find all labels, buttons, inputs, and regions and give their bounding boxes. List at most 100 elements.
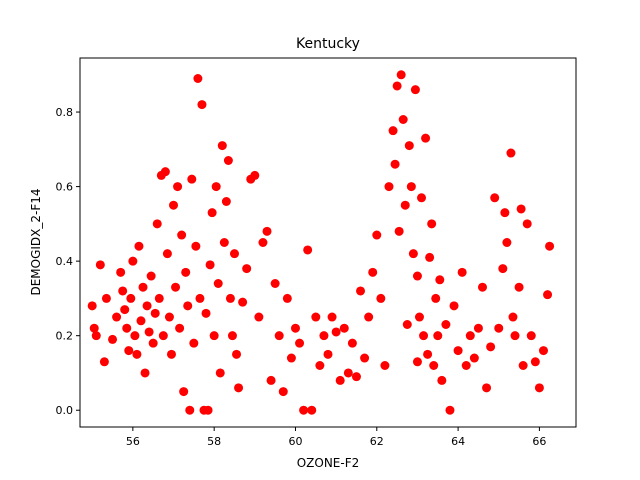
- data-point: [213, 279, 223, 288]
- data-point: [356, 286, 366, 296]
- data-point: [538, 346, 548, 356]
- data-point: [364, 312, 374, 322]
- data-point: [343, 368, 353, 378]
- data-point: [225, 293, 235, 303]
- data-point: [414, 312, 424, 322]
- data-point: [108, 334, 118, 344]
- data-point: [307, 405, 317, 415]
- data-point: [274, 331, 284, 341]
- data-point: [453, 346, 463, 356]
- data-point: [238, 297, 248, 307]
- data-point: [368, 267, 378, 277]
- data-point: [543, 290, 553, 300]
- data-point: [211, 182, 221, 192]
- data-point: [254, 312, 264, 322]
- data-point: [112, 312, 122, 322]
- data-point: [335, 375, 345, 385]
- data-point: [441, 320, 451, 329]
- data-point: [323, 349, 333, 359]
- data-point: [311, 312, 321, 322]
- data-point: [175, 323, 185, 333]
- data-point: [197, 100, 207, 110]
- data-point: [319, 331, 329, 341]
- data-point: [152, 219, 162, 229]
- data-point: [384, 182, 394, 192]
- data-point: [402, 320, 412, 329]
- data-point: [207, 208, 217, 218]
- data-point: [327, 312, 337, 322]
- data-point: [376, 293, 386, 303]
- data-point: [120, 305, 130, 315]
- x-tick-label: 58: [207, 435, 221, 448]
- data-point: [494, 323, 504, 333]
- data-point: [150, 308, 160, 318]
- x-axis-ticks: 56 58 60 62 64 66: [126, 427, 546, 448]
- x-axis-label: OZONE-F2: [297, 456, 360, 470]
- data-points: [87, 70, 555, 415]
- data-point: [89, 323, 99, 333]
- data-point: [303, 245, 313, 255]
- data-point: [490, 193, 500, 203]
- data-point: [140, 368, 150, 378]
- data-point: [148, 338, 158, 348]
- x-tick-label: 64: [451, 435, 465, 448]
- data-point: [423, 349, 433, 359]
- data-point: [500, 208, 510, 218]
- data-point: [171, 282, 181, 292]
- data-point: [166, 349, 176, 359]
- data-point: [449, 301, 459, 311]
- y-tick-label: 0.2: [56, 330, 74, 343]
- data-point: [406, 182, 416, 192]
- data-point: [183, 301, 193, 311]
- data-point: [130, 331, 140, 341]
- data-point: [469, 353, 479, 363]
- data-point: [227, 331, 237, 341]
- data-point: [396, 70, 406, 80]
- data-point: [482, 383, 492, 393]
- data-point: [534, 383, 544, 393]
- y-tick-label: 0.8: [56, 106, 74, 119]
- data-point: [116, 267, 126, 277]
- data-point: [201, 308, 211, 318]
- data-point: [205, 260, 215, 270]
- data-point: [185, 405, 195, 415]
- data-point: [510, 331, 520, 341]
- data-point: [351, 372, 361, 382]
- data-point: [290, 323, 300, 333]
- y-axis-label: DEMOGIDX_2-F14: [29, 188, 43, 295]
- data-point: [154, 293, 164, 303]
- data-point: [195, 293, 205, 303]
- data-point: [128, 256, 138, 266]
- data-point: [124, 346, 134, 356]
- data-point: [187, 174, 197, 184]
- data-point: [477, 282, 487, 292]
- data-point: [138, 282, 148, 292]
- data-point: [518, 361, 528, 370]
- data-point: [437, 375, 447, 385]
- data-point: [412, 357, 422, 367]
- data-point: [516, 204, 526, 214]
- data-point: [473, 323, 483, 333]
- data-point: [429, 361, 439, 370]
- data-point: [433, 331, 443, 341]
- data-point: [339, 323, 349, 333]
- data-point: [203, 405, 213, 415]
- data-point: [146, 271, 156, 281]
- data-point: [360, 353, 370, 363]
- data-point: [545, 241, 555, 251]
- y-axis-ticks: 0.0 0.2 0.4 0.6 0.8: [56, 106, 80, 417]
- data-point: [142, 301, 152, 311]
- data-point: [215, 368, 225, 378]
- data-point: [398, 115, 408, 124]
- data-point: [179, 387, 189, 397]
- data-point: [158, 331, 168, 341]
- y-tick-label: 0.6: [56, 181, 74, 194]
- data-point: [134, 241, 144, 251]
- data-point: [390, 159, 400, 169]
- data-point: [193, 74, 203, 83]
- data-point: [177, 230, 187, 240]
- data-point: [530, 357, 540, 367]
- data-point: [136, 316, 146, 326]
- data-point: [164, 312, 174, 322]
